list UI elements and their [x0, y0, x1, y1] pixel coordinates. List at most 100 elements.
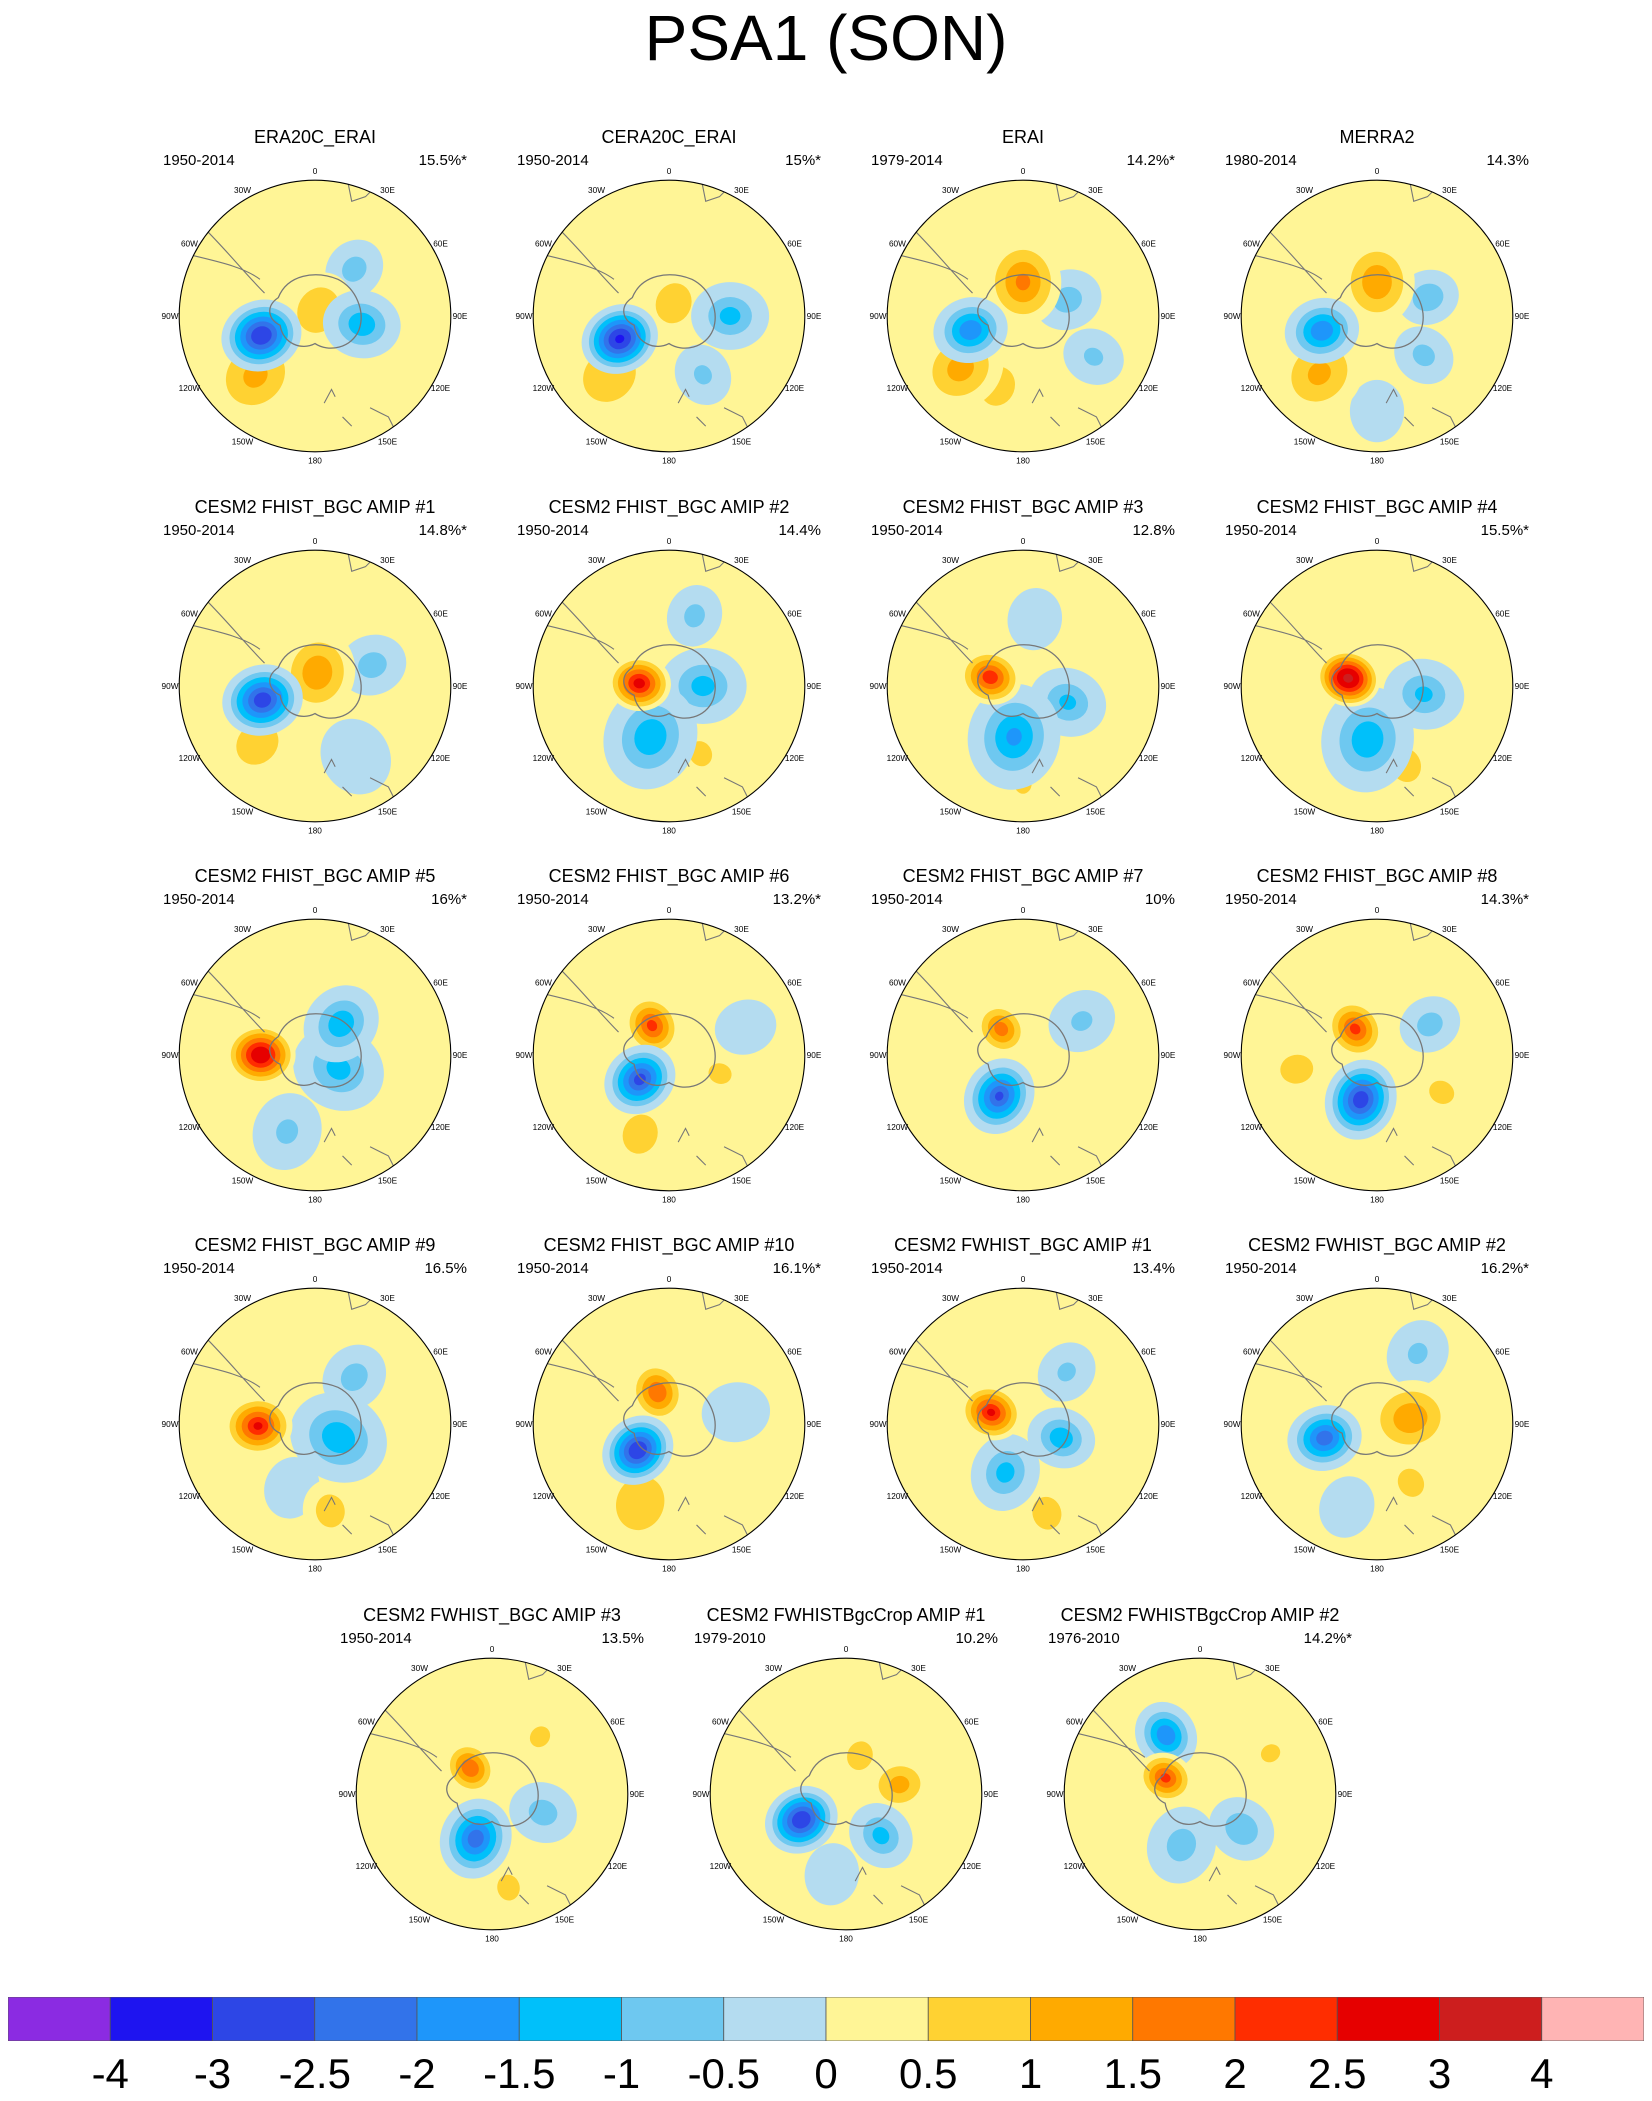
contour-region	[615, 1476, 665, 1531]
map-panel: CESM2 FHIST_BGC AMIP #10 1950-2014 16.1%* 0…	[497, 1234, 841, 1586]
longitude-label: 180	[662, 827, 676, 836]
polar-map: 0 30E 60E 90E 120E 150E 180 150W 120W 90W 60W 30W	[516, 167, 822, 466]
map-panel: CESM2 FHIST_BGC AMIP #2 1950-2014 14.4% 0 30…	[497, 496, 841, 848]
antarctica-outline	[977, 1382, 1070, 1457]
contour-region	[708, 1063, 732, 1084]
longitude-label: 30W	[765, 1664, 782, 1673]
longitude-label: 60W	[1066, 1717, 1083, 1726]
contour-region	[847, 1741, 873, 1771]
longitude-label: 90W	[162, 1051, 179, 1060]
longitude-label: 150E	[909, 1915, 929, 1924]
longitude-label: 120E	[785, 384, 805, 393]
longitude-label: 90W	[870, 1420, 887, 1429]
longitude-label: 0	[313, 1275, 318, 1284]
contour-region	[648, 1381, 667, 1403]
longitude-label: 150E	[1440, 1176, 1460, 1185]
colorbar-swatch	[518, 1997, 622, 2041]
longitude-label: 150W	[586, 1545, 608, 1554]
longitude-label: 30E	[734, 556, 749, 565]
longitude-label: 120W	[356, 1862, 378, 1871]
longitude-label: 180	[1016, 827, 1030, 836]
colorbar-swatch	[927, 1997, 1031, 2041]
longitude-label: 60W	[181, 609, 198, 618]
antarctica-outline	[977, 1013, 1070, 1088]
colorbar-swatch	[212, 1997, 316, 2041]
polar-map: 0 30E 60E 90E 120E 150E 180 150W 120W 90W 60W 30W	[693, 1645, 999, 1944]
panel-years: 1950-2014	[163, 891, 235, 908]
longitude-label: 120W	[533, 384, 555, 393]
panel-title: CESM2 FHIST_BGC AMIP #4	[1256, 497, 1498, 517]
longitude-label: 30W	[942, 186, 959, 195]
longitude-label: 30E	[1265, 1664, 1280, 1673]
longitude-label: 150W	[763, 1915, 785, 1924]
contour-region	[1003, 1127, 1043, 1173]
contour-region	[722, 1006, 769, 1048]
panel-variance: 14.3%	[1486, 152, 1529, 169]
contour-region	[1047, 1060, 1093, 1104]
panel-title: MERRA2	[1339, 127, 1415, 147]
contour-region	[321, 1422, 356, 1454]
longitude-label: 180	[1370, 1565, 1384, 1574]
longitude-label: 150E	[1086, 1176, 1106, 1185]
map-background	[887, 919, 1159, 1191]
contour-region	[1343, 673, 1354, 683]
map-border	[178, 1287, 452, 1561]
longitude-label: 180	[485, 1935, 499, 1944]
contour-region	[529, 1726, 551, 1748]
longitude-label: 150W	[586, 1176, 608, 1185]
contour-region	[1032, 1496, 1062, 1530]
longitude-label: 90W	[870, 1051, 887, 1060]
longitude-label: 60E	[433, 239, 448, 248]
colorbar-swatch	[314, 1997, 418, 2041]
contour-region	[1405, 599, 1454, 649]
contour-region	[634, 719, 667, 755]
longitude-label: 150W	[940, 1545, 962, 1554]
contour-region	[1412, 344, 1435, 367]
contour-region	[889, 1775, 910, 1794]
longitude-label: 60W	[358, 1717, 375, 1726]
longitude-label: 90E	[1338, 1790, 1353, 1799]
longitude-label: 120W	[533, 1123, 555, 1132]
longitude-label: 90W	[162, 312, 179, 321]
longitude-label: 120W	[710, 1862, 732, 1871]
longitude-label: 30W	[234, 556, 251, 565]
colorbar-swatch	[416, 1997, 520, 2041]
contour-region	[253, 692, 272, 708]
panel-variance: 14.3%*	[1480, 891, 1529, 908]
map-panel: CESM2 FHIST_BGC AMIP #6 1950-2014 13.2%* 0 3…	[497, 865, 841, 1217]
panel-variance: 12.8%	[1132, 522, 1175, 539]
panel-variance: 16.2%*	[1480, 1260, 1529, 1277]
contour-region	[330, 729, 382, 784]
longitude-label: 150E	[1440, 807, 1460, 816]
longitude-label: 180	[1370, 827, 1384, 836]
panel-years: 1950-2014	[163, 522, 235, 539]
antarctica-outline	[269, 1382, 362, 1457]
panel-variance: 15%*	[785, 152, 821, 169]
contour-region	[1393, 1403, 1428, 1434]
longitude-label: 30E	[1088, 1294, 1103, 1303]
polar-map: 0 30E 60E 90E 120E 150E 180 150W 120W 90W 60W 30W	[870, 537, 1176, 836]
panel-variance: 10%	[1144, 891, 1175, 908]
panel-years: 1950-2014	[163, 1260, 235, 1277]
longitude-label: 90E	[1515, 682, 1530, 691]
longitude-label: 150W	[586, 437, 608, 446]
contour-region	[1015, 273, 1031, 291]
longitude-label: 60E	[1141, 239, 1156, 248]
map-panel: CESM2 FHIST_BGC AMIP #5 1950-2014 16%* 0 30E…	[143, 865, 487, 1217]
longitude-label: 30E	[380, 925, 395, 934]
panel-title: CESM2 FHIST_BGC AMIP #5	[194, 866, 436, 886]
longitude-label: 120E	[1493, 754, 1513, 763]
antarctica-outline	[446, 1752, 539, 1827]
panel-title: CESM2 FHIST_BGC AMIP #9	[194, 1235, 436, 1255]
longitude-label: 150W	[409, 1915, 431, 1924]
contour-region	[982, 670, 998, 684]
longitude-label: 30W	[234, 1294, 251, 1303]
map-background	[710, 1658, 982, 1930]
map-panel: ERAI 1979-2014 14.2%* 0 30E 60E 90E 120E 150E 180…	[851, 126, 1195, 478]
contour-region	[358, 652, 387, 678]
contour-region	[994, 1021, 1009, 1037]
polar-map: 0 30E 60E 90E 120E 150E 180 150W 120W 90W 60W 30W	[162, 906, 468, 1205]
panel-variance: 13.5%	[601, 1630, 644, 1647]
longitude-label: 60E	[1141, 978, 1156, 987]
longitude-label: 90W	[1047, 1790, 1064, 1799]
